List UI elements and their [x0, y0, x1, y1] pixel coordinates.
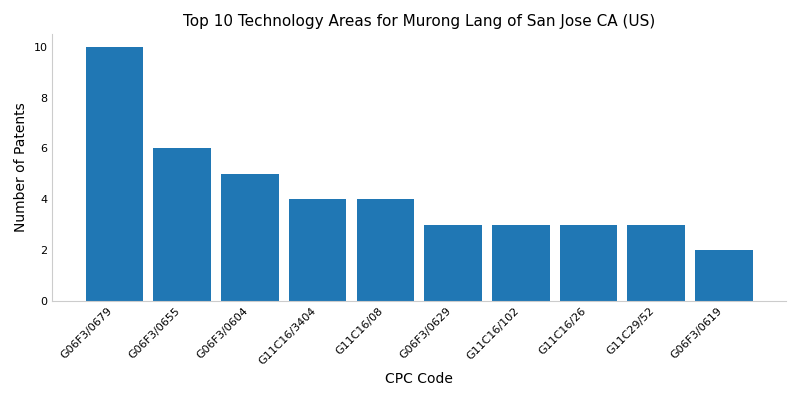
- Bar: [560, 224, 618, 301]
- Bar: [221, 174, 278, 301]
- Bar: [154, 148, 211, 301]
- Title: Top 10 Technology Areas for Murong Lang of San Jose CA (US): Top 10 Technology Areas for Murong Lang …: [183, 14, 655, 29]
- Bar: [492, 224, 550, 301]
- Bar: [289, 199, 346, 301]
- Bar: [86, 47, 143, 301]
- Bar: [695, 250, 753, 301]
- Y-axis label: Number of Patents: Number of Patents: [14, 102, 28, 232]
- X-axis label: CPC Code: CPC Code: [386, 372, 453, 386]
- Bar: [627, 224, 685, 301]
- Bar: [357, 199, 414, 301]
- Bar: [424, 224, 482, 301]
